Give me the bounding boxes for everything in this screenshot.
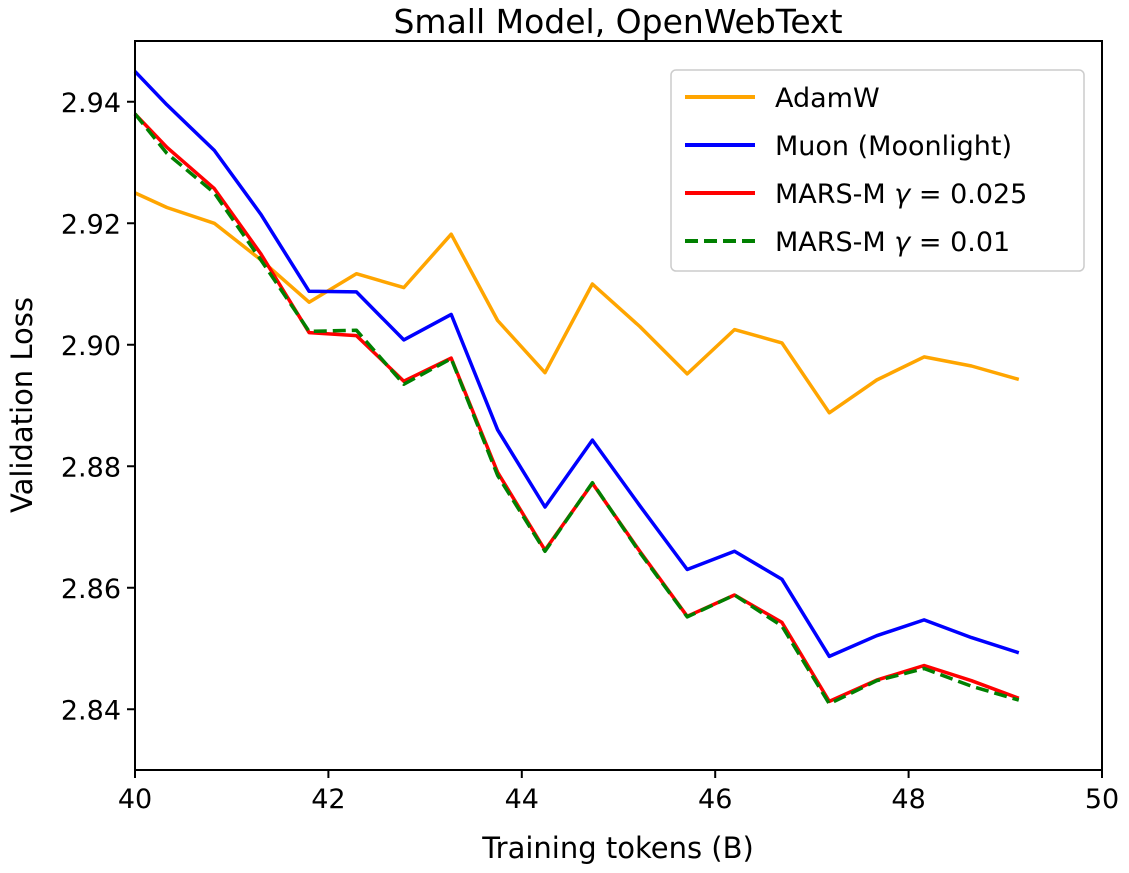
y-axis-label: Validation Loss (5, 297, 39, 513)
legend-box (670, 69, 1085, 272)
x-axis-ticks: 40 42 44 46 48 50 (118, 770, 1119, 815)
legend-label-mars-m-0025: MARS-M γ = 0.025 (775, 179, 1027, 210)
series-line-1 (133, 70, 1020, 659)
y-tick-label: 2.90 (61, 331, 121, 362)
y-tick-label: 2.84 (61, 695, 121, 726)
legend-label-mars-m-001: MARS-M γ = 0.01 (775, 227, 1010, 258)
series-layer (133, 70, 1020, 706)
legend-label-suffix: = 0.01 (910, 227, 1010, 258)
y-tick-label: 2.86 (61, 574, 121, 605)
series-line-3 (133, 112, 1020, 706)
legend: AdamW Muon (Moonlight) MARS-M γ = 0.025 … (670, 69, 1085, 272)
y-tick-label: 2.92 (61, 209, 121, 240)
legend-label-suffix: = 0.025 (910, 179, 1027, 210)
plot-frame (134, 40, 1103, 771)
x-tick-label: 46 (698, 784, 732, 815)
legend-label-prefix: MARS-M (775, 179, 894, 210)
gamma-symbol: γ (894, 179, 912, 210)
legend-label-adamw: AdamW (775, 83, 880, 114)
y-axis-ticks: 2.84 2.86 2.88 2.90 2.92 2.94 (61, 88, 135, 726)
x-tick-label: 48 (891, 784, 925, 815)
x-tick-label: 42 (311, 784, 345, 815)
x-tick-label: 40 (118, 784, 152, 815)
y-tick-label: 2.94 (61, 88, 121, 119)
gamma-symbol: γ (894, 227, 912, 258)
legend-label-muon: Muon (Moonlight) (775, 131, 1012, 162)
plot-area (133, 40, 1103, 771)
x-tick-label: 50 (1085, 784, 1119, 815)
x-axis-label: Training tokens (B) (481, 831, 754, 865)
chart-title: Small Model, OpenWebText (393, 2, 842, 41)
x-tick-label: 44 (505, 784, 539, 815)
y-tick-label: 2.88 (61, 452, 121, 483)
legend-label-prefix: MARS-M (775, 227, 894, 258)
